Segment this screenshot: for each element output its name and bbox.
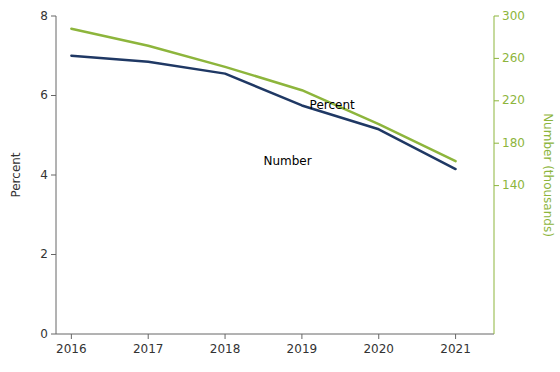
x-tick-label: 2016 bbox=[56, 342, 87, 356]
x-tick-label: 2021 bbox=[440, 342, 471, 356]
chart: 2016 2017 2018 2019 2020 2021 0 2 4 6 8 Percent 140 1… bbox=[0, 0, 560, 372]
x-tick-label: 2019 bbox=[287, 342, 318, 356]
series-line bbox=[71, 56, 455, 169]
y2-tick-label: 220 bbox=[502, 93, 525, 107]
y-tick bbox=[51, 334, 56, 335]
x-tick-label: 2017 bbox=[133, 342, 164, 356]
y2-axis bbox=[494, 16, 495, 334]
y-tick-label: 4 bbox=[40, 168, 48, 182]
y2-tick-label: 140 bbox=[502, 178, 525, 192]
x-tick bbox=[71, 334, 72, 339]
y-tick bbox=[51, 95, 56, 96]
y2-tick-label: 180 bbox=[502, 136, 525, 150]
y2-tick-label: 260 bbox=[502, 51, 525, 65]
y-tick-label: 2 bbox=[40, 247, 48, 261]
x-tick bbox=[455, 334, 456, 339]
y-tick bbox=[51, 16, 56, 17]
y2-tick bbox=[494, 58, 499, 59]
y-axis-label: Percent bbox=[9, 152, 23, 197]
y2-tick bbox=[494, 100, 499, 101]
y-tick-label: 8 bbox=[40, 9, 48, 23]
y2-tick-label: 300 bbox=[502, 9, 525, 23]
annotation: Percent bbox=[310, 98, 355, 112]
y-tick-label: 0 bbox=[40, 327, 48, 341]
series-line bbox=[71, 29, 455, 162]
y2-tick bbox=[494, 143, 499, 144]
x-tick bbox=[148, 334, 149, 339]
y2-tick bbox=[494, 16, 499, 17]
y-tick bbox=[51, 254, 56, 255]
x-axis bbox=[56, 334, 494, 335]
y2-axis-label: Number (thousands) bbox=[541, 113, 555, 237]
plot-area bbox=[71, 29, 455, 169]
y-tick bbox=[51, 175, 56, 176]
x-tick-label: 2020 bbox=[363, 342, 394, 356]
x-tick bbox=[301, 334, 302, 339]
x-tick bbox=[378, 334, 379, 339]
x-tick bbox=[225, 334, 226, 339]
y-tick-label: 6 bbox=[40, 88, 48, 102]
annotation: Number bbox=[263, 154, 311, 168]
y2-tick bbox=[494, 185, 499, 186]
x-tick-label: 2018 bbox=[210, 342, 241, 356]
